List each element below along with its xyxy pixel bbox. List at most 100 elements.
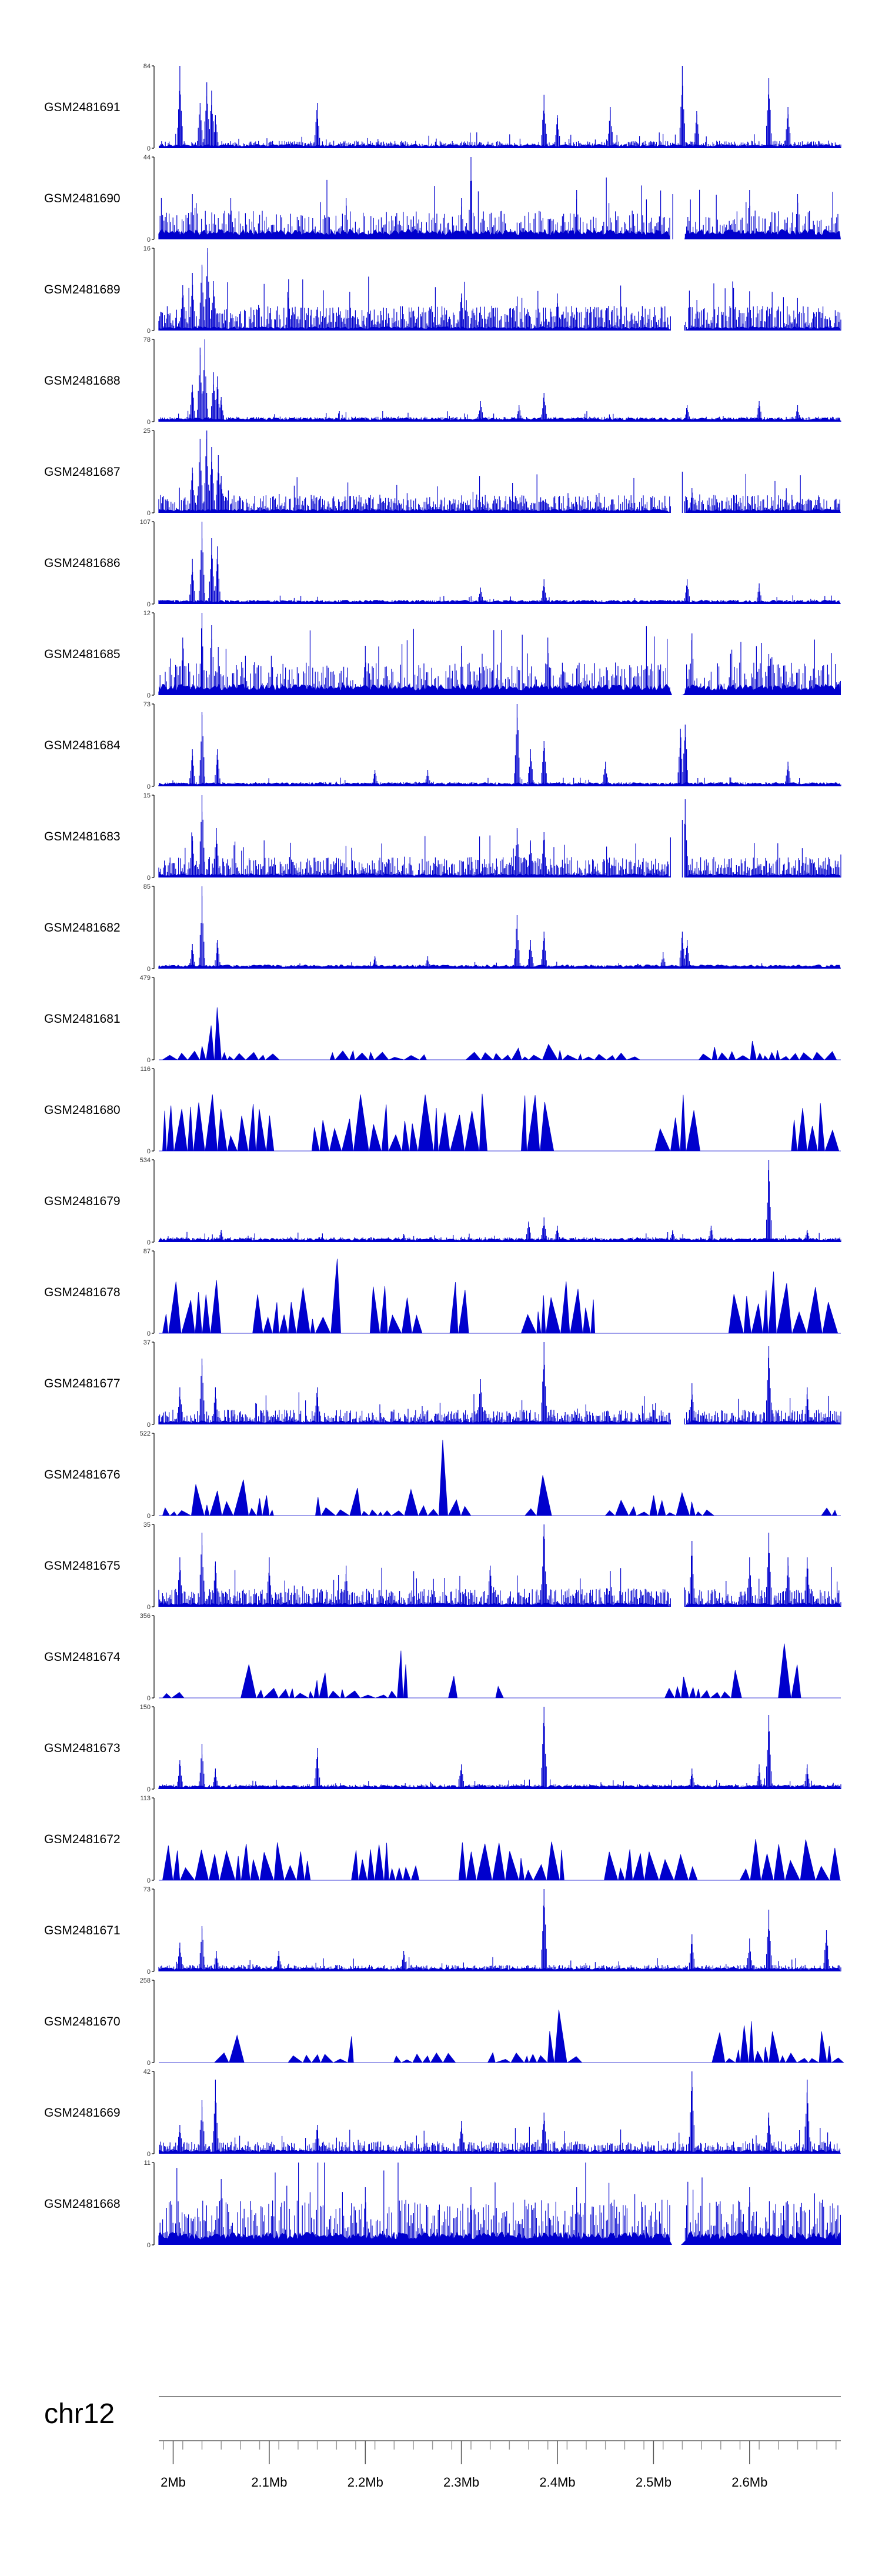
- y-max-label: 16: [143, 245, 151, 252]
- track-label: GSM2481674: [44, 1650, 121, 1664]
- track-label: GSM2481672: [44, 1833, 121, 1846]
- coverage-area: [159, 1093, 841, 1152]
- track-label: GSM2481677: [44, 1377, 121, 1390]
- track-GSM2481687: GSM2481687 25 0: [44, 428, 841, 517]
- y-max-label: 522: [140, 1430, 151, 1437]
- track-GSM2481685: GSM2481685 12 0: [44, 610, 841, 699]
- coverage-bars: [158, 795, 841, 877]
- y-max-label: 37: [143, 1339, 151, 1346]
- coverage-bars: [158, 2163, 841, 2245]
- y-max-label: 35: [143, 1521, 151, 1529]
- y-min-label: 0: [147, 2242, 151, 2249]
- coverage-bars: [158, 704, 841, 786]
- y-max-label: 42: [143, 2068, 151, 2076]
- y-min-label: 0: [147, 1148, 151, 1155]
- y-max-label: 12: [143, 610, 151, 617]
- track-GSM2481678: GSM2481678 87 0: [44, 1248, 841, 1337]
- y-max-label: 479: [140, 975, 151, 982]
- y-min-label: 0: [147, 510, 151, 517]
- y-min-label: 0: [147, 236, 151, 243]
- y-min-label: 0: [147, 1604, 151, 1611]
- coverage-area: [159, 1838, 841, 1881]
- track-label: GSM2481681: [44, 1012, 121, 1026]
- genome-axis: chr12 2Mb 2.1Mb 2.2Mb 2.3Mb 2.4Mb 2.5Mb 2.6Mb: [44, 2396, 841, 2490]
- y-min-label: 0: [147, 1330, 151, 1337]
- coverage-bars: [158, 431, 840, 513]
- coverage-bars: [158, 1707, 841, 1789]
- track-GSM2481675: GSM2481675 35 0: [44, 1521, 841, 1611]
- coverage-area: [159, 1440, 841, 1516]
- track-label: GSM2481688: [44, 374, 121, 388]
- coverage-bars: [158, 1524, 841, 1607]
- track-GSM2481671: GSM2481671 73 0: [44, 1886, 841, 1976]
- track-label: GSM2481671: [44, 1924, 121, 1937]
- tick-label: 2.2Mb: [348, 2475, 383, 2490]
- coverage-bars: [158, 1889, 841, 1971]
- y-min-label: 0: [147, 1695, 151, 1702]
- y-min-label: 0: [147, 783, 151, 790]
- track-GSM2481673: GSM2481673 150 0: [44, 1704, 841, 1793]
- track-GSM2481689: GSM2481689 16 0: [44, 245, 841, 335]
- coverage-tracks: GSM2481691840GSM2481690440GSM2481689160G…: [44, 63, 844, 2249]
- coverage-bars: [158, 339, 841, 422]
- coverage-area: [159, 1007, 841, 1060]
- y-max-label: 25: [143, 428, 151, 435]
- y-max-label: 11: [144, 2160, 151, 2167]
- y-max-label: 85: [143, 883, 151, 890]
- track-GSM2481677: GSM2481677 37 0: [44, 1339, 841, 1429]
- track-label: GSM2481678: [44, 1286, 121, 1299]
- tick-label: 2.5Mb: [636, 2475, 671, 2490]
- track-GSM2481672: GSM2481672 113 0: [44, 1795, 841, 1884]
- tick-label: 2.6Mb: [731, 2475, 767, 2490]
- track-GSM2481674: GSM2481674 356 0: [44, 1613, 841, 1702]
- track-label: GSM2481684: [44, 739, 121, 752]
- coverage-band: [159, 1238, 841, 1242]
- track-GSM2481679: GSM2481679 534 0: [44, 1157, 841, 1246]
- track-label: GSM2481691: [44, 101, 121, 114]
- y-max-label: 44: [143, 154, 151, 161]
- track-GSM2481669: GSM2481669 42 0: [44, 2068, 841, 2158]
- coverage-bars: [158, 1342, 841, 1424]
- y-min-label: 0: [147, 1239, 151, 1246]
- track-label: GSM2481670: [44, 2015, 121, 2028]
- y-min-label: 0: [147, 419, 151, 426]
- track-GSM2481683: GSM2481683 15 0: [44, 792, 841, 882]
- coverage-bars: [158, 248, 841, 331]
- track-GSM2481686: GSM2481686 107 0: [44, 519, 841, 608]
- y-max-label: 78: [143, 336, 151, 343]
- y-min-label: 0: [147, 2151, 151, 2158]
- track-label: GSM2481680: [44, 1103, 121, 1117]
- coverage-bars: [158, 886, 840, 969]
- coverage-bars: [159, 2071, 840, 2154]
- y-max-label: 113: [140, 1795, 151, 1802]
- track-GSM2481681: GSM2481681 479 0: [44, 975, 841, 1064]
- track-GSM2481680: GSM2481680 116 0: [44, 1066, 841, 1155]
- track-label: GSM2481683: [44, 830, 121, 843]
- track-label: GSM2481676: [44, 1468, 121, 1481]
- track-GSM2481688: GSM2481688 78 0: [44, 336, 841, 426]
- coverage-area: [159, 1643, 841, 1699]
- track-label: GSM2481689: [44, 283, 121, 296]
- tick-label: 2Mb: [161, 2475, 186, 2490]
- y-max-label: 84: [143, 63, 151, 70]
- tick-label: 2.3Mb: [443, 2475, 479, 2490]
- track-GSM2481684: GSM2481684 73 0: [44, 701, 841, 790]
- track-GSM2481691: GSM2481691 84 0: [44, 63, 841, 152]
- coverage-bars: [158, 157, 840, 239]
- y-max-label: 73: [143, 1886, 151, 1893]
- y-min-label: 0: [147, 145, 151, 152]
- track-GSM2481690: GSM2481690 44 0: [44, 154, 841, 243]
- track-GSM2481668: GSM2481668 11 0: [44, 2160, 841, 2249]
- y-max-label: 87: [143, 1248, 151, 1255]
- track-label: GSM2481668: [44, 2197, 121, 2211]
- y-max-label: 534: [140, 1157, 151, 1164]
- y-max-label: 258: [140, 1977, 151, 1984]
- track-label: GSM2481679: [44, 1194, 121, 1208]
- track-label: GSM2481687: [44, 465, 121, 479]
- coverage-area: [159, 1259, 841, 1334]
- track-label: GSM2481686: [44, 556, 121, 570]
- tick-label: 2.1Mb: [251, 2475, 287, 2490]
- y-min-label: 0: [147, 692, 151, 699]
- track-label: GSM2481675: [44, 1559, 121, 1573]
